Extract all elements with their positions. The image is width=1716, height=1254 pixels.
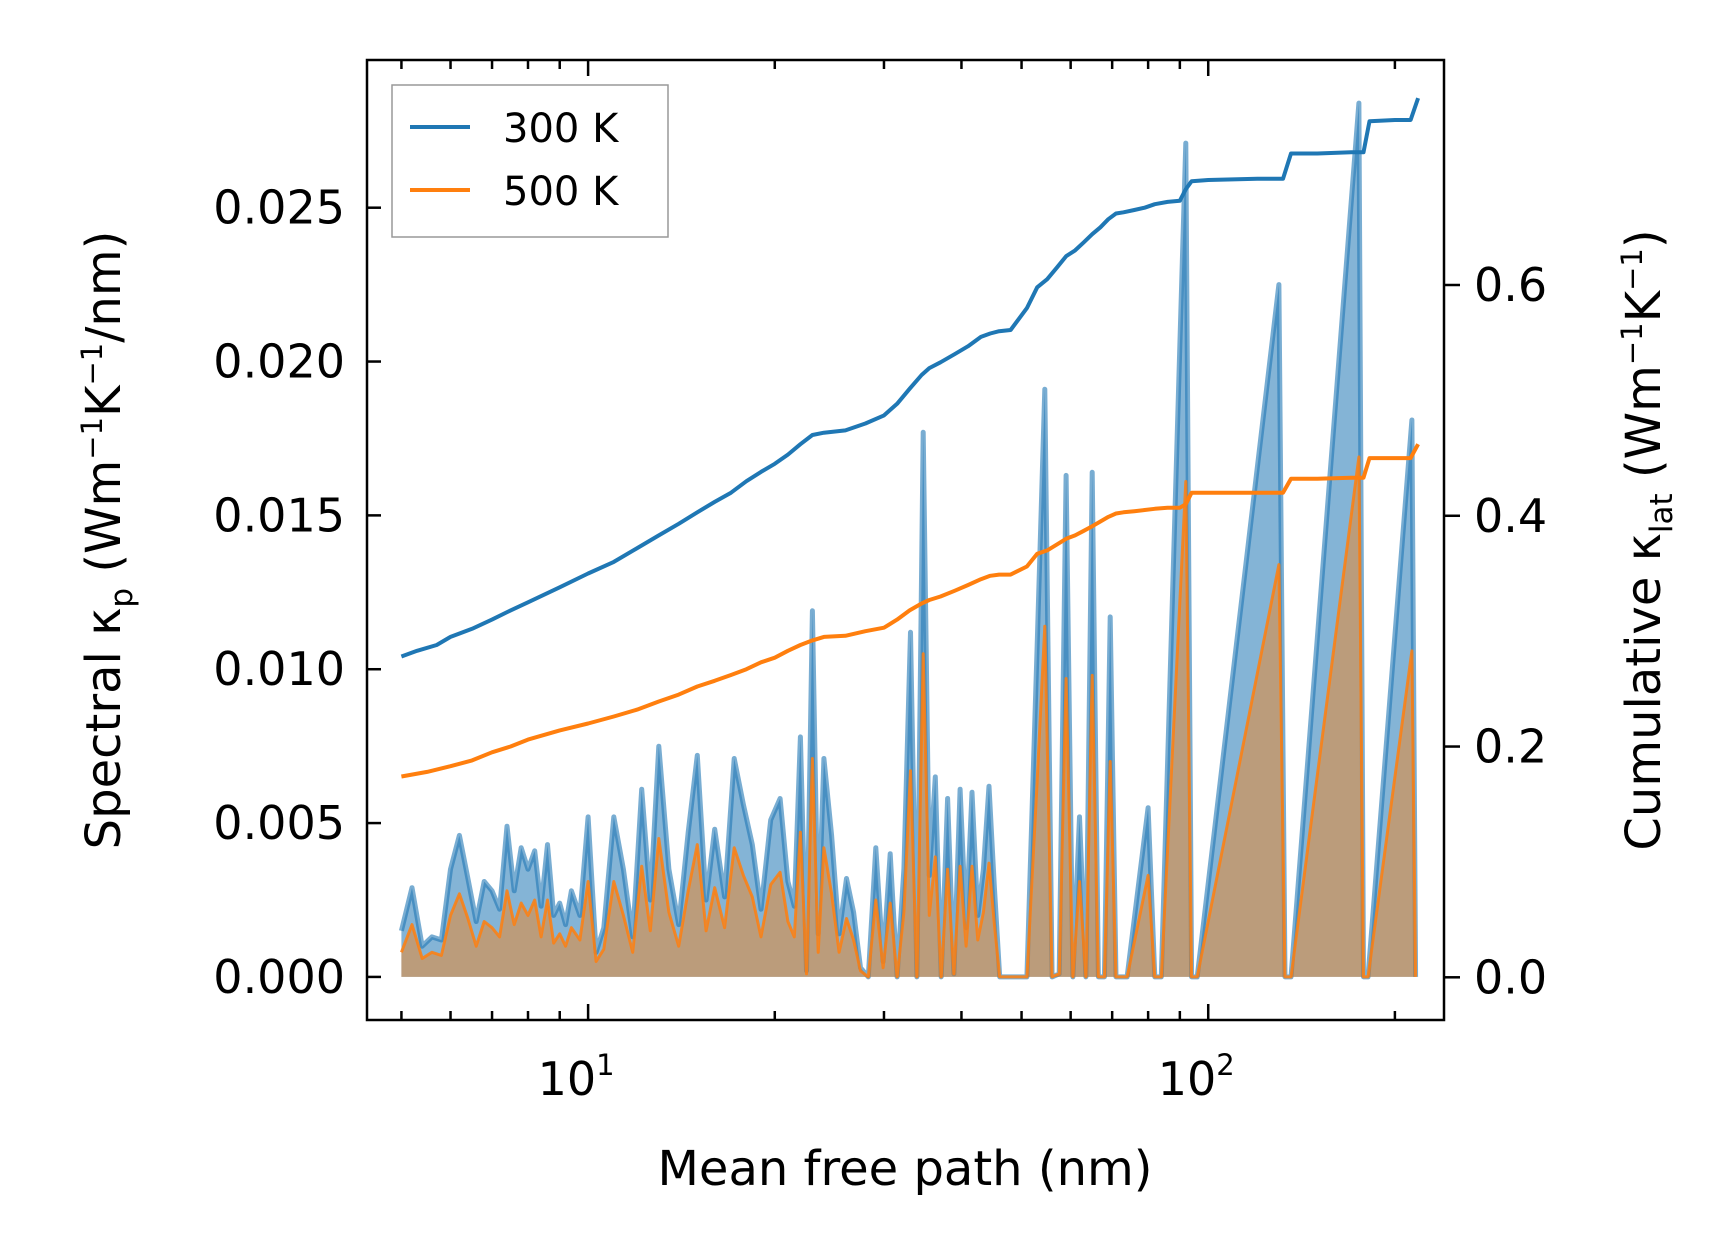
spectral-line-500k [399, 455, 1418, 979]
legend: 300 K 500 K [391, 84, 669, 238]
x-tick-label: 101 [538, 1048, 615, 1106]
left-tick-label: 0.000 [213, 950, 345, 1004]
cumulative-series-layer [400, 97, 1420, 779]
left-y-axis: 0.000 0.005 0.010 0.015 0.020 0.025 [213, 181, 381, 1004]
legend-box [391, 84, 669, 238]
cumulative-line-500k [401, 443, 1420, 779]
right-tick-label: 0.6 [1474, 258, 1547, 312]
right-axis-label: Cumulative κlat (Wm−1K−1) [1615, 229, 1680, 850]
left-axis-label: Spectral κp (Wm−1K−1/nm) [75, 231, 140, 850]
legend-label-300k: 300 K [503, 106, 620, 152]
right-tick-label: 0.0 [1474, 950, 1547, 1004]
left-tick-label: 0.010 [213, 642, 345, 696]
right-tick-label: 0.2 [1474, 720, 1547, 774]
right-tick-label: 0.4 [1474, 489, 1547, 543]
right-y-axis: 0.0 0.2 0.4 0.6 [1444, 258, 1547, 1004]
left-tick-label: 0.015 [213, 488, 345, 542]
spectral-series-layer [398, 100, 1419, 980]
legend-label-500k: 500 K [503, 169, 620, 215]
plot-frame [365, 58, 1446, 1022]
left-tick-label: 0.020 [213, 335, 345, 389]
x-tick-label: 102 [1158, 1048, 1235, 1106]
cumulative-line-300k [400, 97, 1420, 659]
x-axis: 101 102 [400, 60, 1397, 1106]
x-axis-label: Mean free path (nm) [658, 1141, 1153, 1197]
left-tick-label: 0.005 [213, 796, 345, 850]
left-tick-label: 0.025 [213, 181, 345, 235]
